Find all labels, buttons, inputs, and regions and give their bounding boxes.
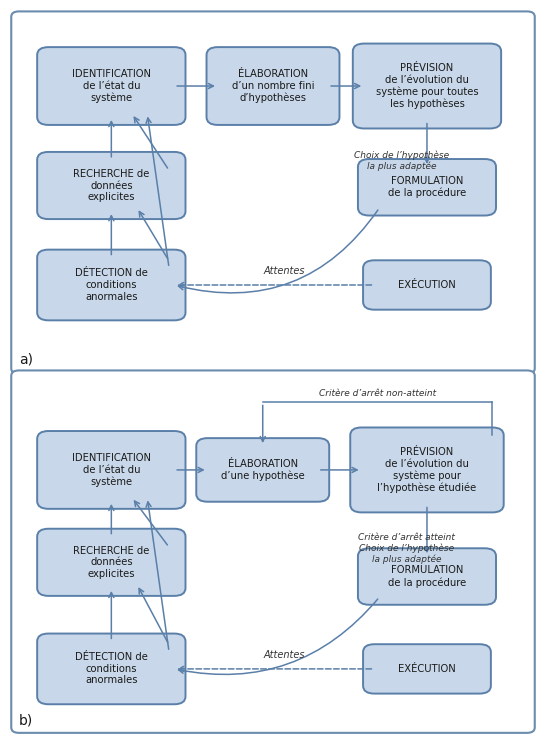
FancyBboxPatch shape (358, 548, 496, 605)
Text: Attentes: Attentes (264, 650, 305, 660)
Text: PRÉVISION
de l’évolution du
système pour toutes
les hypothèses: PRÉVISION de l’évolution du système pour… (376, 63, 478, 109)
FancyBboxPatch shape (37, 250, 186, 320)
Text: b): b) (19, 714, 33, 728)
Text: a): a) (19, 353, 33, 367)
Text: DÉTECTION de
conditions
anormales: DÉTECTION de conditions anormales (75, 652, 148, 685)
FancyBboxPatch shape (37, 529, 186, 596)
Text: Critère d’arrêt atteint
Choix de l’hypothèse
la plus adaptée: Critère d’arrêt atteint Choix de l’hypot… (358, 533, 455, 564)
FancyBboxPatch shape (353, 43, 501, 129)
Text: IDENTIFICATION
de l’état du
système: IDENTIFICATION de l’état du système (72, 453, 151, 487)
Text: Choix de l’hypothèse
la plus adaptée: Choix de l’hypothèse la plus adaptée (354, 151, 449, 171)
Text: Critère d’arrêt non-atteint: Critère d’arrêt non-atteint (319, 389, 436, 398)
Text: FORMULATION
de la procédure: FORMULATION de la procédure (388, 565, 466, 588)
Text: FORMULATION
de la procédure: FORMULATION de la procédure (388, 177, 466, 198)
FancyBboxPatch shape (37, 634, 186, 705)
Text: IDENTIFICATION
de l’état du
système: IDENTIFICATION de l’état du système (72, 69, 151, 103)
FancyBboxPatch shape (37, 152, 186, 219)
Text: DÉTECTION de
conditions
anormales: DÉTECTION de conditions anormales (75, 269, 148, 301)
FancyBboxPatch shape (11, 11, 535, 374)
FancyBboxPatch shape (11, 370, 535, 733)
FancyBboxPatch shape (350, 427, 504, 512)
Text: EXÉCUTION: EXÉCUTION (398, 664, 456, 674)
FancyBboxPatch shape (196, 438, 329, 502)
FancyBboxPatch shape (37, 431, 186, 509)
Text: EXÉCUTION: EXÉCUTION (398, 280, 456, 290)
FancyBboxPatch shape (37, 47, 186, 125)
Text: ÉLABORATION
d’un nombre fini
d’hypothèses: ÉLABORATION d’un nombre fini d’hypothèse… (232, 69, 314, 103)
FancyBboxPatch shape (363, 260, 491, 310)
Text: RECHERCHE de
données
explicites: RECHERCHE de données explicites (73, 169, 150, 202)
FancyBboxPatch shape (358, 159, 496, 215)
Text: RECHERCHE de
données
explicites: RECHERCHE de données explicites (73, 546, 150, 579)
Text: PRÉVISION
de l’évolution du
système pour
l’hypothèse étudiée: PRÉVISION de l’évolution du système pour… (377, 447, 477, 493)
FancyBboxPatch shape (363, 644, 491, 693)
Text: Attentes: Attentes (264, 266, 305, 276)
Text: ÉLABORATION
d’une hypothèse: ÉLABORATION d’une hypothèse (221, 459, 305, 481)
FancyBboxPatch shape (206, 47, 340, 125)
